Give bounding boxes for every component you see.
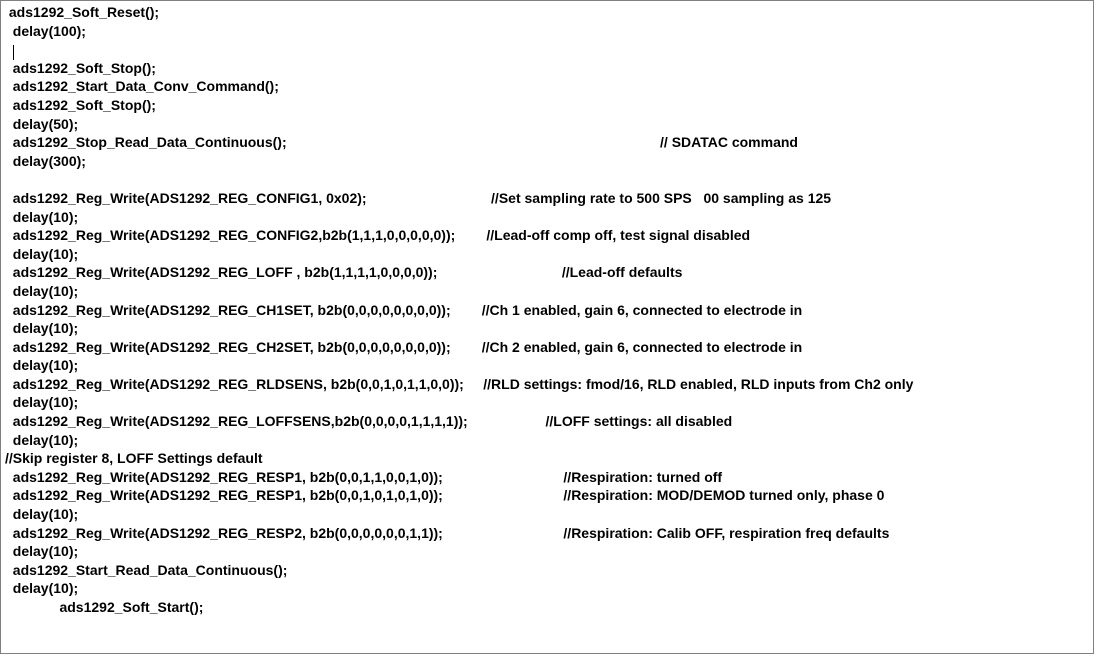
- code-line: delay(10);: [5, 282, 1093, 301]
- code-line: ads1292_Reg_Write(ADS1292_REG_RESP2, b2b…: [5, 524, 1093, 543]
- code-line: delay(50);: [5, 115, 1093, 134]
- code-line: ads1292_Reg_Write(ADS1292_REG_CONFIG1, 0…: [5, 189, 1093, 208]
- code-line: ads1292_Soft_Stop();: [5, 96, 1093, 115]
- code-line: ads1292_Soft_Start();: [5, 598, 1093, 617]
- code-line: ads1292_Reg_Write(ADS1292_REG_RESP1, b2b…: [5, 468, 1093, 487]
- code-line: delay(10);: [5, 579, 1093, 598]
- code-line: ads1292_Stop_Read_Data_Continuous(); // …: [5, 133, 1093, 152]
- code-line: delay(10);: [5, 356, 1093, 375]
- code-line: [5, 170, 1093, 189]
- code-line: delay(10);: [5, 505, 1093, 524]
- code-line: delay(10);: [5, 319, 1093, 338]
- text-cursor: [13, 45, 14, 60]
- code-line: ads1292_Reg_Write(ADS1292_REG_RESP1, b2b…: [5, 486, 1093, 505]
- code-line: ads1292_Reg_Write(ADS1292_REG_RLDSENS, b…: [5, 375, 1093, 394]
- code-line: ads1292_Reg_Write(ADS1292_REG_CONFIG2,b2…: [5, 226, 1093, 245]
- code-line: delay(100);: [5, 22, 1093, 41]
- code-line: delay(300);: [5, 152, 1093, 171]
- code-line: ads1292_Start_Read_Data_Continuous();: [5, 561, 1093, 580]
- code-line: delay(10);: [5, 245, 1093, 264]
- code-line: ads1292_Reg_Write(ADS1292_REG_CH1SET, b2…: [5, 301, 1093, 320]
- code-line: ads1292_Soft_Stop();: [5, 59, 1093, 78]
- code-line: ads1292_Reg_Write(ADS1292_REG_CH2SET, b2…: [5, 338, 1093, 357]
- code-line: ads1292_Soft_Reset();: [5, 3, 1093, 22]
- code-line: ads1292_Reg_Write(ADS1292_REG_LOFFSENS,b…: [5, 412, 1093, 431]
- code-line: [5, 40, 1093, 59]
- code-editor[interactable]: ads1292_Soft_Reset(); delay(100); ads129…: [0, 0, 1094, 654]
- code-line: delay(10);: [5, 393, 1093, 412]
- code-line: delay(10);: [5, 431, 1093, 450]
- code-line: ads1292_Reg_Write(ADS1292_REG_LOFF , b2b…: [5, 263, 1093, 282]
- code-line: delay(10);: [5, 208, 1093, 227]
- code-line: delay(10);: [5, 542, 1093, 561]
- code-line: //Skip register 8, LOFF Settings default: [5, 449, 1093, 468]
- code-line: ads1292_Start_Data_Conv_Command();: [5, 77, 1093, 96]
